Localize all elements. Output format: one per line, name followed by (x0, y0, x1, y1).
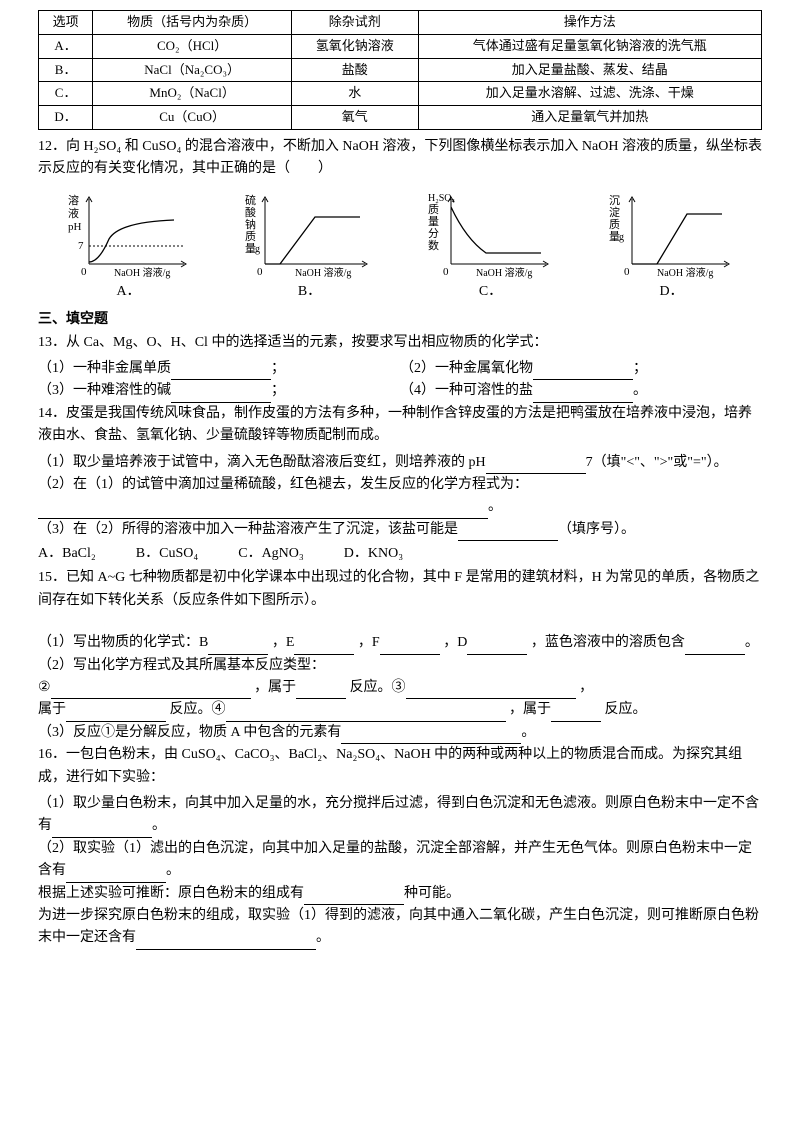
q14-opt-b: B．CuSO₄ (136, 543, 198, 565)
q15-diagram-placeholder (38, 616, 762, 632)
q14-opt-d: D．KNO₃ (344, 543, 403, 565)
q14-1: （1）取少量培养液于试管中，滴入无色酚酞溶液后变红，则培养液的 pH7（填"<"… (38, 452, 762, 474)
svg-text:0: 0 (257, 266, 263, 278)
opt-b: B． (235, 281, 385, 303)
blank[interactable] (533, 364, 633, 380)
blank[interactable] (304, 889, 404, 905)
svg-text:淀: 淀 (609, 205, 620, 219)
chart-c-xlabel: NaOH 溶液/g (476, 266, 532, 279)
chart-b-curve (265, 217, 360, 264)
q13-items: （1）一种非金属单质； （2）一种金属氧化物； （3）一种难溶性的碱； （4）一… (38, 358, 762, 403)
chart-a-ylabel: 溶 (68, 193, 79, 207)
svg-text:酸: 酸 (245, 205, 256, 219)
svg-text:g: g (619, 232, 624, 243)
blank[interactable] (458, 525, 558, 541)
chart-c-curve (451, 207, 541, 253)
q15-text: 15．已知 A~G 七种物质都是初中化学课本中出现过的化合物，其中 F 是常用的… (38, 567, 762, 612)
blank[interactable] (296, 683, 346, 699)
svg-text:数: 数 (428, 239, 439, 252)
table-row: B． NaCl（Na₂CO₃） 盐酸 加入足量盐酸、蒸发、结晶 (39, 58, 762, 82)
th-option: 选项 (39, 11, 93, 35)
q14-2: （2）在（1）的试管中滴加过量稀硫酸，红色褪去，发生反应的化学方程式为： (38, 474, 762, 496)
svg-text:分: 分 (428, 227, 439, 240)
blank[interactable] (341, 728, 521, 744)
q14-opt-c: C．AgNO₃ (238, 543, 304, 565)
q13-3: （3）一种难溶性的碱 (38, 383, 171, 398)
th-reagent: 除杂试剂 (292, 11, 419, 35)
svg-text:质: 质 (428, 203, 439, 216)
q16-4: 为进一步探究原白色粉末的组成，取实验（1）得到的滤液，向其中通入二氧化碳，产生白… (38, 905, 762, 950)
chart-d-curve (632, 214, 722, 264)
chart-a: 溶 液 pH 7 0 NaOH 溶液/g (64, 189, 194, 279)
chart-d-xlabel: NaOH 溶液/g (657, 266, 713, 279)
chart-a-curve (89, 220, 174, 262)
blank[interactable] (294, 639, 354, 655)
chart-d: 沉 淀 质 量 g 0 NaOH 溶液/g (607, 189, 737, 279)
blank[interactable] (66, 706, 166, 722)
chart-option-labels: A． B． C． D． (38, 281, 762, 303)
svg-text:质: 质 (245, 230, 256, 243)
opt-d: D． (597, 281, 747, 303)
svg-text:0: 0 (81, 266, 87, 278)
blank[interactable] (51, 683, 251, 699)
q16-text: 16．一包白色粉末，由 CuSO₄、CaCO₃、BaCl₂、Na₂SO₄、NaO… (38, 744, 762, 789)
q14-opt-a: A．BaCl₂ (38, 543, 96, 565)
blank[interactable] (467, 639, 527, 655)
q13-text: 13．从 Ca、Mg、O、H、Cl 中的选择适当的元素，按要求写出相应物质的化学… (38, 332, 762, 354)
blank[interactable] (486, 458, 586, 474)
q15-3: （3）反应①是分解反应，物质 A 中包含的元素有。 (38, 722, 762, 744)
blank[interactable] (406, 683, 576, 699)
blank[interactable] (66, 867, 166, 883)
chart-b-ylabel: 硫 (245, 193, 256, 207)
table-row: C． MnO₂（NaCl） 水 加入足量水溶解、过滤、洗涤、干燥 (39, 82, 762, 106)
svg-text:钠: 钠 (245, 217, 256, 231)
blank[interactable] (38, 503, 488, 519)
q15-2-lines: ② ，属于 反应。③ ， 属于 反应。④ ，属于 反应。 (38, 677, 762, 722)
q16-3: 根据上述实验可推断：原白色粉末的组成有种可能。 (38, 883, 762, 905)
purification-table: 选项 物质（括号内为杂质） 除杂试剂 操作方法 A． CO₂（HCl） 氢氧化钠… (38, 10, 762, 130)
chart-d-ylabel: 沉 (609, 194, 620, 207)
svg-text:g: g (255, 244, 260, 255)
q13-4: （4）一种可溶性的盐 (400, 383, 533, 398)
q12-charts: 溶 液 pH 7 0 NaOH 溶液/g 硫 酸 钠 质 量 g 0 (38, 189, 762, 279)
th-method: 操作方法 (418, 11, 761, 35)
q14-options: A．BaCl₂ B．CuSO₄ C．AgNO₃ D．KNO₃ (38, 543, 762, 565)
blank[interactable] (380, 639, 440, 655)
blank[interactable] (171, 364, 271, 380)
opt-a: A． (54, 281, 204, 303)
chart-b-xlabel: NaOH 溶液/g (295, 266, 351, 279)
chart-c: H₂SO₄ 质 量 分 数 0 NaOH 溶液/g (426, 189, 556, 279)
q14-3: （3）在（2）所得的溶液中加入一种盐溶液产生了沉淀，该盐可能是（填序号）。 (38, 519, 762, 541)
q14-text: 14．皮蛋是我国传统风味食品，制作皮蛋的方法有多种，一种制作含锌皮蛋的方法是把鸭… (38, 403, 762, 448)
svg-text:0: 0 (624, 266, 630, 278)
q15-1: （1）写出物质的化学式：B ，E ，F ，D ，蓝色溶液中的溶质包含。 (38, 632, 762, 654)
table-row: A． CO₂（HCl） 氢氧化钠溶液 气体通过盛有足量氢氧化钠溶液的洗气瓶 (39, 34, 762, 58)
chart-b: 硫 酸 钠 质 量 g 0 NaOH 溶液/g (245, 189, 375, 279)
blank[interactable] (52, 822, 152, 838)
blank[interactable] (533, 387, 633, 403)
blank[interactable] (551, 706, 601, 722)
q12-text: 12．向 H₂SO₄ 和 CuSO₄ 的混合溶液中，不断加入 NaOH 溶液，下… (38, 136, 762, 181)
table-row: D． Cu（CuO） 氧气 通入足量氧气并加热 (39, 106, 762, 130)
opt-c: C． (416, 281, 566, 303)
svg-text:0: 0 (443, 266, 449, 278)
blank[interactable] (685, 639, 745, 655)
svg-text:质: 质 (609, 218, 620, 231)
chart-a-ytick: 7 (78, 240, 84, 252)
q13-2: （2）一种金属氧化物 (400, 361, 533, 376)
q15-2: （2）写出化学方程式及其所属基本反应类型： (38, 655, 762, 677)
th-substance: 物质（括号内为杂质） (93, 11, 292, 35)
chart-a-xlabel: NaOH 溶液/g (114, 266, 170, 279)
blank[interactable] (226, 706, 506, 722)
blank[interactable] (171, 387, 271, 403)
q13-1: （1）一种非金属单质 (38, 361, 171, 376)
blank[interactable] (208, 639, 268, 655)
svg-text:pH: pH (68, 221, 82, 233)
svg-text:量: 量 (428, 215, 439, 228)
svg-text:液: 液 (68, 206, 79, 220)
blank[interactable] (136, 934, 316, 950)
section-3-title: 三、填空题 (38, 309, 762, 331)
q16-1: （1）取少量白色粉末，向其中加入足量的水，充分搅拌后过滤，得到白色沉淀和无色滤液… (38, 793, 762, 838)
q16-2: （2）取实验（1）滤出的白色沉淀，向其中加入足量的盐酸，沉淀全部溶解，并产生无色… (38, 838, 762, 883)
